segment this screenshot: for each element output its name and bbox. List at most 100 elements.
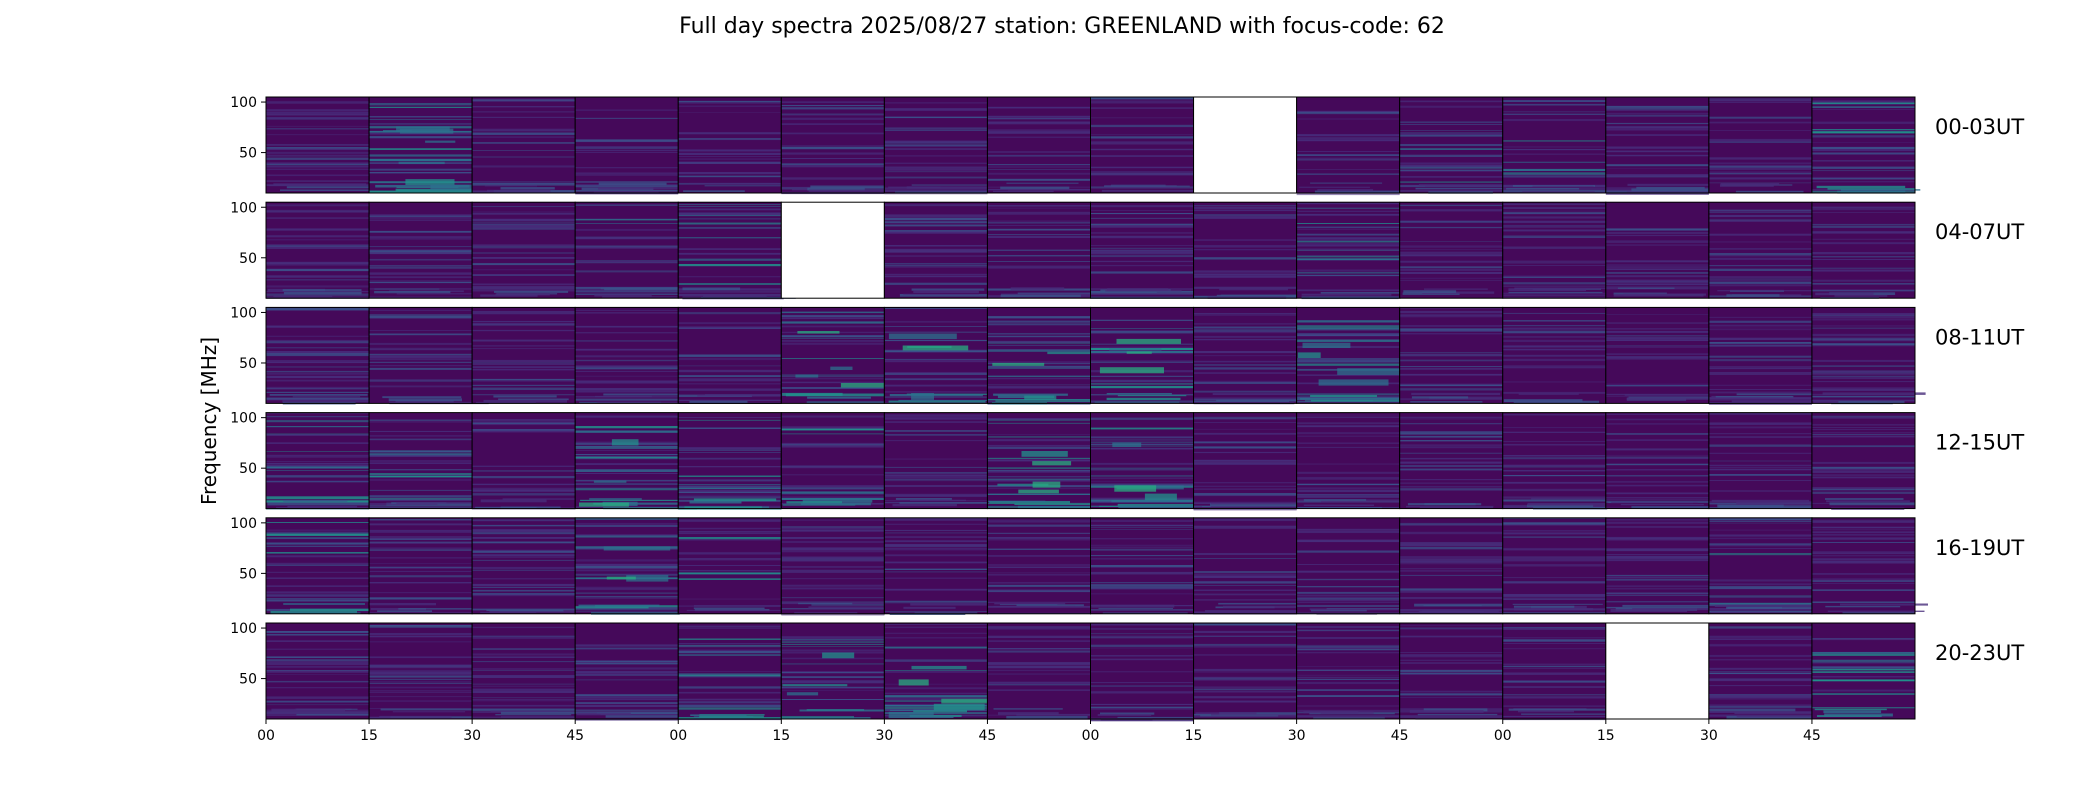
spectral-line xyxy=(884,600,988,602)
spectral-line xyxy=(884,116,988,118)
spectral-line xyxy=(266,264,370,266)
low-frequency-noise xyxy=(1310,182,1383,184)
spectral-line xyxy=(678,491,782,494)
spectral-line xyxy=(1399,105,1503,108)
spectral-line xyxy=(1811,334,1916,337)
spectral-line xyxy=(472,421,576,424)
spectral-line xyxy=(1193,686,1297,689)
spectrum-panel xyxy=(1708,412,1832,510)
spectral-line xyxy=(1193,676,1297,679)
spectral-line xyxy=(1502,212,1606,214)
spectral-line xyxy=(472,429,576,431)
spectral-line xyxy=(1811,337,1916,339)
spectral-line xyxy=(884,415,988,418)
spectral-line xyxy=(1708,464,1812,466)
spectral-line xyxy=(1399,435,1503,438)
spectral-line xyxy=(987,384,1091,386)
spectral-line xyxy=(781,496,885,498)
spectral-line xyxy=(1090,100,1194,103)
spectral-line xyxy=(884,326,988,327)
spectral-line xyxy=(678,258,782,261)
spectral-line xyxy=(1708,209,1812,212)
spectrum-panel xyxy=(1090,622,1208,722)
spectral-line xyxy=(1399,100,1503,103)
low-frequency-noise xyxy=(1106,397,1181,401)
spectral-line xyxy=(1399,310,1503,314)
spectral-line xyxy=(1296,626,1400,628)
spectral-line xyxy=(1296,255,1400,258)
spectral-line xyxy=(369,219,473,221)
spectrum-panel xyxy=(1708,96,1813,194)
spectral-line xyxy=(1708,522,1812,524)
y-tick-label: 50 xyxy=(239,356,257,372)
low-frequency-noise xyxy=(1815,292,1874,296)
spectrum-panel xyxy=(986,96,1091,194)
panel-background xyxy=(266,202,370,299)
spectral-line xyxy=(1502,103,1606,106)
spectral-line xyxy=(575,566,679,569)
spectral-line xyxy=(472,165,576,167)
spectral-line xyxy=(781,485,885,487)
spectral-line xyxy=(1502,595,1606,598)
spectral-line xyxy=(1605,595,1709,596)
low-frequency-noise xyxy=(1620,503,1704,506)
low-frequency-noise xyxy=(1527,502,1610,506)
spectral-line xyxy=(1296,358,1400,361)
spectral-line xyxy=(266,246,370,249)
spectral-line xyxy=(1090,249,1194,251)
spectral-line xyxy=(1502,246,1606,249)
spectral-line xyxy=(1605,383,1709,385)
spectral-line xyxy=(1502,119,1606,122)
spectral-line xyxy=(1502,336,1606,338)
spectral-line xyxy=(1090,469,1194,471)
low-frequency-noise xyxy=(593,502,684,505)
spectral-line xyxy=(266,640,370,642)
low-frequency-noise xyxy=(603,393,692,396)
spectral-line xyxy=(266,598,370,600)
spectral-line xyxy=(266,552,370,554)
spectral-line xyxy=(1090,475,1194,477)
spectral-line xyxy=(1193,239,1297,241)
spectral-line xyxy=(575,679,679,681)
spectral-line xyxy=(1399,693,1503,696)
spectral-line xyxy=(472,636,576,639)
spectral-line xyxy=(1502,210,1606,212)
spectral-line xyxy=(884,140,988,142)
spectral-line xyxy=(369,549,473,551)
spectral-line xyxy=(1502,220,1606,223)
spectral-line xyxy=(987,131,1091,133)
low-frequency-noise xyxy=(1091,604,1175,608)
low-frequency-noise xyxy=(1532,185,1594,187)
spectral-line xyxy=(884,687,988,690)
spectral-line xyxy=(1605,268,1709,270)
spectral-line xyxy=(1708,667,1812,670)
spectral-line xyxy=(1296,709,1400,713)
spectral-line xyxy=(1090,331,1194,333)
spectral-line xyxy=(1296,715,1400,718)
row-label: 16-19UT xyxy=(1935,536,2024,560)
spectral-line xyxy=(575,470,679,472)
spectral-line xyxy=(678,427,782,429)
spectrum-panel xyxy=(1193,201,1324,299)
spectral-line xyxy=(987,681,1091,684)
spectral-line xyxy=(1502,262,1606,264)
spectrum-panel xyxy=(1502,306,1607,404)
spectral-line xyxy=(575,348,679,351)
spectral-line xyxy=(1708,241,1812,243)
spectral-line xyxy=(472,287,576,290)
panel-background xyxy=(1605,97,1709,193)
spectral-line xyxy=(987,323,1091,326)
spectral-line xyxy=(575,152,679,153)
spectral-line xyxy=(1296,646,1400,648)
spectral-line xyxy=(781,117,885,120)
spectral-line xyxy=(266,180,370,182)
spectral-line xyxy=(1811,476,1916,479)
panel-background xyxy=(472,412,576,509)
panel-background xyxy=(987,97,1091,193)
spectral-line xyxy=(1502,694,1606,696)
spectral-line xyxy=(678,552,782,555)
spectral-line xyxy=(1605,105,1709,108)
spectrum-panel xyxy=(368,517,491,615)
spectral-line xyxy=(1708,182,1812,184)
spectral-line xyxy=(987,572,1091,574)
